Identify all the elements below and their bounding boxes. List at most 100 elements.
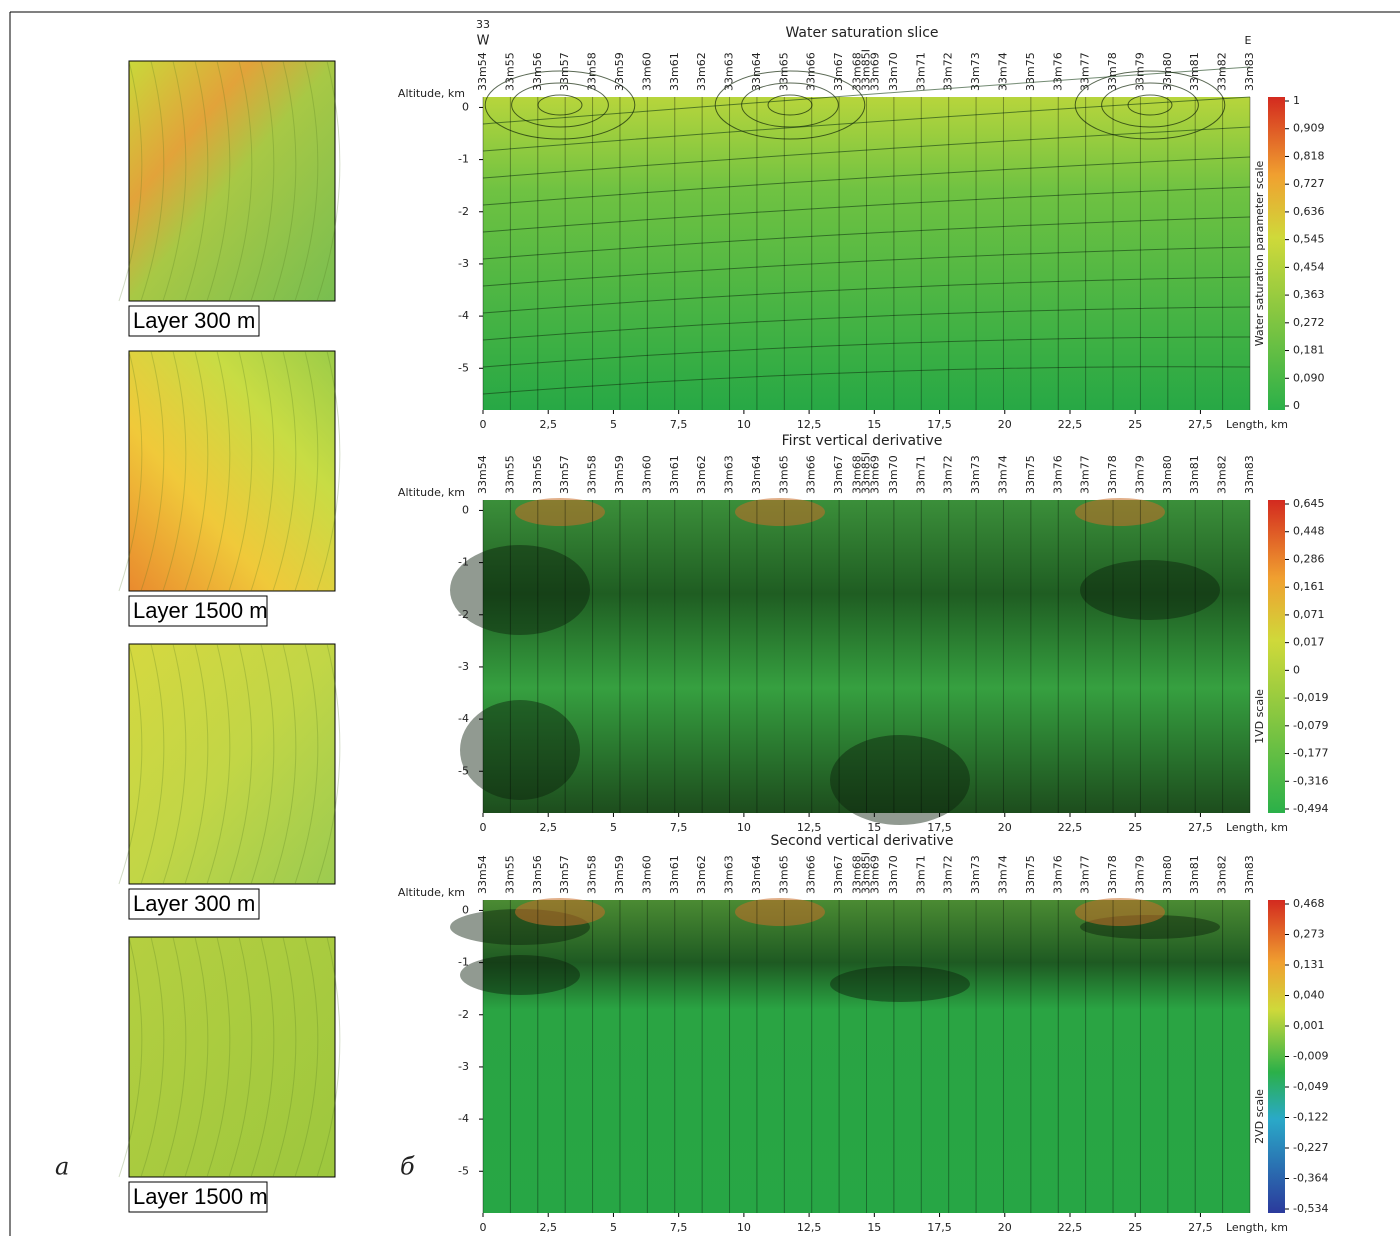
y-tick-label: 0: [462, 100, 469, 113]
anomaly: [830, 735, 970, 825]
well-label: 33m76: [1051, 455, 1064, 494]
well-label: 33m70: [887, 52, 900, 91]
colorbar-label: 0,636: [1293, 205, 1325, 218]
map-contour: [140, 936, 165, 1178]
map-contour: [118, 936, 143, 1178]
well-label: 33m58: [586, 52, 599, 91]
x-tick-label: 25: [1128, 1221, 1142, 1234]
well-label: 33m68: [851, 52, 864, 91]
panel-label: a: [55, 1153, 69, 1181]
colorbar-label: 0,818: [1293, 149, 1325, 162]
contour: [482, 246, 1251, 287]
well-label: 33m74: [996, 855, 1009, 894]
well-label: 33m73: [969, 855, 982, 894]
well-label: 33m78: [1106, 855, 1119, 894]
caption-box: [128, 1181, 268, 1213]
map-contour: [162, 350, 187, 592]
contour: [1101, 82, 1199, 128]
anomaly: [1080, 560, 1220, 620]
well-label: 33m76: [1051, 52, 1064, 91]
anomaly: [735, 498, 825, 526]
well-label: 33m60: [640, 455, 653, 494]
x-tick-label: 7,5: [670, 821, 688, 834]
top-label: E: [1245, 34, 1252, 47]
map-caption: Layer 300 m: [133, 891, 255, 916]
well-label: 33m77: [1079, 855, 1092, 894]
map-contour: [250, 936, 275, 1178]
map-caption: Layer 300 m: [133, 308, 255, 333]
contour: [537, 94, 583, 116]
colorbar: [1268, 500, 1285, 813]
colorbar-label: -0,364: [1293, 1172, 1328, 1185]
well-label: 33m57: [558, 52, 571, 91]
well-label: 33m55: [503, 52, 516, 91]
well-label: 33m75: [1024, 855, 1037, 894]
well-label: 33m77: [1079, 52, 1092, 91]
well-label: 33m57: [558, 455, 571, 494]
colorbar-label: 0,448: [1293, 525, 1325, 538]
well-label: 33m80: [1161, 855, 1174, 894]
y-tick-label: -3: [458, 257, 469, 270]
panel-title: First vertical derivative: [782, 433, 943, 449]
contour: [714, 70, 866, 140]
x-tick-label: 17,5: [927, 1221, 952, 1234]
well-label: 33m72: [942, 52, 955, 91]
contour: [1127, 94, 1173, 116]
map-contour: [118, 60, 143, 302]
y-tick-label: 0: [462, 503, 469, 516]
colorbar-label: 0,090: [1293, 371, 1325, 384]
x-tick-label: 20: [998, 418, 1012, 431]
x-tick-label: 17,5: [927, 821, 952, 834]
map-image: [128, 936, 336, 1178]
map-contour: [316, 936, 341, 1178]
caption-box: [128, 595, 268, 627]
x-tick-label: 2,5: [539, 1221, 557, 1234]
x-tick-label: 12,5: [797, 418, 822, 431]
caption-box: [128, 888, 260, 920]
well-label: 33m66: [805, 855, 818, 894]
well-label: 33m71: [914, 855, 927, 894]
x-tick-label: 25: [1128, 821, 1142, 834]
colorbar-label: 0: [1293, 399, 1300, 412]
well-label: 33m54: [476, 855, 489, 894]
y-tick-label: -2: [458, 1008, 469, 1021]
map-contour: [140, 350, 165, 592]
well-label: 33m55: [503, 455, 516, 494]
map-image: [128, 60, 336, 302]
y-axis-label: Altitude, km: [398, 886, 465, 899]
well-label: 33m74: [996, 52, 1009, 91]
y-tick-label: -4: [458, 309, 469, 322]
well-label: 33m67: [832, 855, 845, 894]
map-contour: [118, 350, 143, 592]
contour: [482, 336, 1251, 368]
map-contour: [250, 350, 275, 592]
y-tick-label: -3: [458, 1060, 469, 1073]
well-label: 33m70: [887, 855, 900, 894]
well-label: 33m60: [640, 52, 653, 91]
well-label: 33m54: [476, 455, 489, 494]
map-contour: [272, 936, 297, 1178]
well-label: 33m85I: [860, 49, 873, 91]
map-contour: [206, 350, 231, 592]
well-label: 33m61: [668, 455, 681, 494]
colorbar: [1268, 97, 1285, 410]
contour: [484, 70, 636, 140]
x-tick-label: 2,5: [539, 821, 557, 834]
colorbar-label: 0,272: [1293, 316, 1325, 329]
x-tick-label: 7,5: [670, 1221, 688, 1234]
top-label: 33: [476, 18, 490, 31]
panel-label: б: [400, 1153, 415, 1181]
well-label: 33m82: [1216, 455, 1229, 494]
contour: [511, 82, 609, 128]
colorbar-label: -0,049: [1293, 1080, 1328, 1093]
well-label: 33m59: [613, 855, 626, 894]
x-tick-label: 17,5: [927, 418, 952, 431]
well-label: 33m65: [777, 52, 790, 91]
y-tick-label: 0: [462, 903, 469, 916]
colorbar-label: 0,645: [1293, 497, 1325, 510]
map-contour: [206, 643, 231, 885]
well-label: 33m85I: [860, 852, 873, 894]
x-tick-label: 7,5: [670, 418, 688, 431]
well-label: 33m85I: [860, 452, 873, 494]
map-caption: Layer 1500 m: [133, 1184, 268, 1209]
